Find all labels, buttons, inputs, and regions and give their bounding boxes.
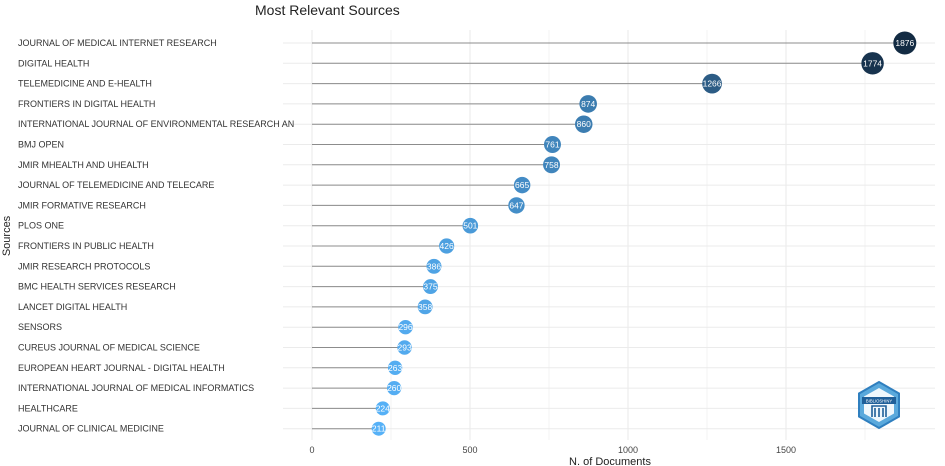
data-label: 501 [463, 221, 477, 231]
x-tick-label: 0 [309, 445, 314, 455]
lollipop-dots: 1876 1774 1266 874 860 761 758 665 647 501 426 386 3… [371, 31, 917, 436]
category-label: JOURNAL OF CLINICAL MEDICINE [18, 424, 164, 434]
lollipop-dot [426, 258, 442, 274]
category-label: JMIR FORMATIVE RESEARCH [18, 200, 146, 210]
data-label: 224 [376, 403, 390, 413]
data-label: 647 [509, 200, 523, 210]
chart-title: Most Relevant Sources [255, 2, 400, 18]
x-tick-label: 1000 [618, 445, 638, 455]
lollipop-dot [423, 279, 438, 295]
lollipop-dot [387, 360, 403, 375]
data-label: 1266 [703, 79, 722, 89]
category-label: LANCET DIGITAL HEALTH [18, 302, 127, 312]
category-label: EUROPEAN HEART JOURNAL - DIGITAL HEALTH [18, 363, 225, 373]
lollipop-dot [387, 380, 402, 396]
data-label: 358 [418, 302, 432, 312]
category-label: TELEMEDICINE AND E-HEALTH [18, 79, 152, 89]
data-label: 874 [581, 99, 595, 109]
lollipop-dot [575, 115, 593, 133]
data-label: 211 [372, 424, 386, 434]
category-label: PLOS ONE [18, 221, 64, 231]
lollipop-dot [462, 217, 479, 234]
data-label: 375 [423, 282, 437, 292]
category-label: JMIR RESEARCH PROTOCOLS [18, 261, 150, 271]
category-label: SENSORS [18, 322, 62, 332]
x-tick-label: 1500 [776, 445, 796, 455]
lollipop-dot [508, 197, 525, 214]
lollipop-dot [398, 319, 413, 335]
category-label: INTERNATIONAL JOURNAL OF ENVIRONMENTAL R… [18, 119, 294, 129]
y-axis-label: Sources [1, 215, 13, 256]
category-label: BMC HEALTH SERVICES RESEARCH [18, 282, 176, 292]
lollipop-dot [439, 238, 455, 254]
category-label: BMJ OPEN [18, 140, 64, 150]
lollipop-dot [702, 73, 722, 94]
category-label: DIGITAL HEALTH [18, 58, 89, 68]
lollipop-dot [893, 31, 917, 55]
data-label: 1774 [863, 58, 882, 68]
data-label: 293 [397, 343, 411, 353]
logo-text: BIBLIOSHINY [866, 399, 893, 404]
data-label: 758 [544, 160, 558, 170]
lollipop-dot [543, 136, 561, 153]
category-label: JMIR MHEALTH AND UHEALTH [18, 160, 149, 170]
category-label: FRONTIERS IN DIGITAL HEALTH [18, 99, 155, 109]
lollipop-dot [375, 401, 390, 416]
lollipop-dot [861, 52, 884, 75]
category-label: FRONTIERS IN PUBLIC HEALTH [18, 241, 154, 251]
lollipop-dot [397, 340, 412, 355]
lollipop-dot [371, 421, 386, 436]
category-labels: JOURNAL OF MEDICAL INTERNET RESEARCH DIGI… [18, 38, 294, 434]
data-label: 260 [387, 383, 401, 393]
x-axis-label: N. of Documents [569, 456, 651, 466]
lollipop-dot [543, 156, 561, 174]
x-tick-labels: 0 500 1000 1500 [309, 445, 796, 455]
data-label: 665 [515, 180, 529, 190]
data-label: 761 [545, 140, 559, 150]
data-label: 860 [577, 119, 591, 129]
data-label: 1876 [895, 38, 914, 48]
logo-banner [862, 397, 896, 404]
lollipop-dot [513, 176, 531, 194]
lollipop-dot [579, 95, 597, 113]
data-label: 426 [440, 241, 454, 251]
category-label: JOURNAL OF TELEMEDICINE AND TELECARE [18, 180, 214, 190]
biblioshiny-logo: BIBLIOSHINY [858, 380, 900, 430]
category-label: INTERNATIONAL JOURNAL OF MEDICAL INFORMA… [18, 383, 254, 393]
grid [283, 30, 935, 440]
data-label: 386 [427, 261, 441, 271]
x-tick-label: 500 [462, 445, 477, 455]
category-label: JOURNAL OF MEDICAL INTERNET RESEARCH [18, 38, 217, 48]
category-label: CUREUS JOURNAL OF MEDICAL SCIENCE [18, 343, 200, 353]
lollipop-stems [312, 42, 905, 430]
lollipop-dot [417, 299, 433, 315]
logo-building-icon [871, 405, 887, 417]
data-label: 296 [398, 322, 412, 332]
category-label: HEALTHCARE [18, 403, 78, 413]
data-label: 263 [388, 363, 402, 373]
